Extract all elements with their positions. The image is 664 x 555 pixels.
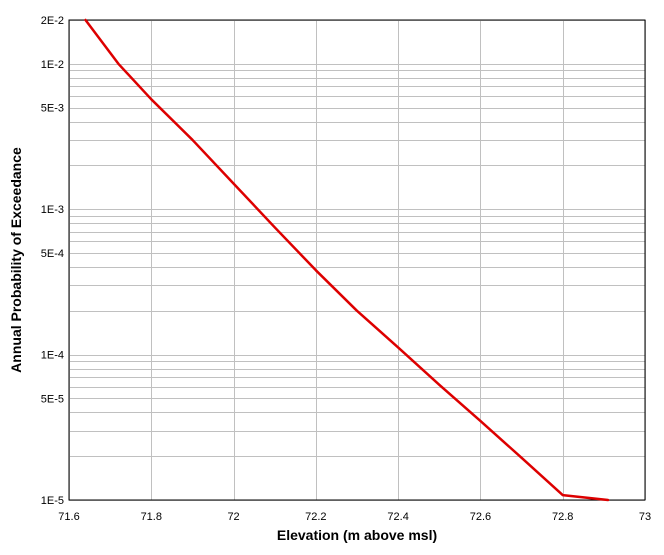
series-line bbox=[84, 18, 610, 502]
y-axis-title: Annual Probability of Exceedance bbox=[8, 147, 24, 373]
y-tick-label: 1E-3 bbox=[41, 204, 64, 216]
y-tick-label: 5E-5 bbox=[41, 393, 64, 405]
x-tick-label: 71.6 bbox=[58, 511, 79, 523]
x-axis-ticks: 71.6 71.8 72 72.2 72.4 72.6 72.8 73 bbox=[58, 511, 651, 523]
series-layer bbox=[84, 18, 610, 502]
x-tick-label: 72.8 bbox=[552, 511, 573, 523]
grid bbox=[69, 20, 646, 501]
y-tick-label: 1E-2 bbox=[41, 59, 64, 71]
y-tick-label: 5E-3 bbox=[41, 103, 64, 115]
y-tick-label: 1E-5 bbox=[41, 495, 64, 507]
y-axis-ticks: 1E-5 5E-5 1E-4 5E-4 1E-3 5E-3 1E-2 2E-2 bbox=[41, 15, 64, 507]
x-tick-label: 72.4 bbox=[387, 511, 408, 523]
x-tick-label: 72.2 bbox=[305, 511, 326, 523]
y-tick-label: 2E-2 bbox=[41, 15, 64, 27]
x-tick-label: 72.6 bbox=[470, 511, 491, 523]
x-tick-label: 73 bbox=[639, 511, 651, 523]
plot-area-border bbox=[68, 19, 646, 501]
x-tick-label: 72 bbox=[227, 511, 239, 523]
x-axis-title: Elevation (m above msl) bbox=[277, 527, 437, 543]
y-tick-label: 5E-4 bbox=[41, 248, 64, 260]
y-tick-label: 1E-4 bbox=[41, 350, 64, 362]
x-tick-label: 71.8 bbox=[141, 511, 162, 523]
